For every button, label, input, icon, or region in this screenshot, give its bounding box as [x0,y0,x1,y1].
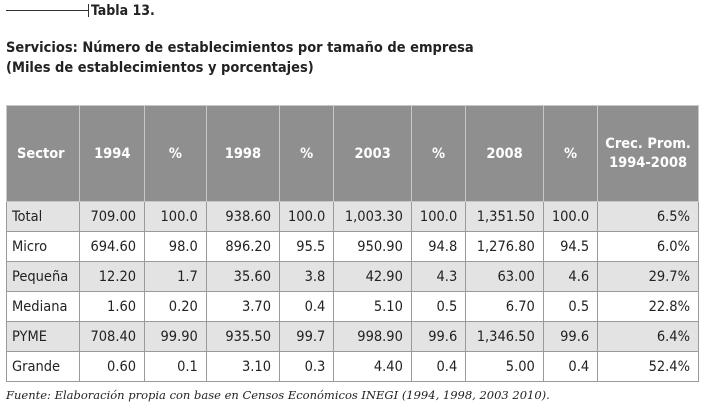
cell-pct-2003: 99.6 [410,321,467,352]
header-crec-line-2: 1994-2008 [609,154,688,171]
cell-crec-prom: 6.5% [597,201,699,232]
cell-crec-prom: 6.0% [597,231,699,262]
header-row: Sector 1994 % 1998 % 2003 % 2008 % Crec.… [5,105,699,202]
table-row: Total 709.00 100.0 938.60 100.0 1,003.30 100.0… [5,201,699,232]
cell-val-2003: 950.90 [333,231,412,262]
cell-val-2008: 1,276.80 [465,231,544,262]
cell-val-1994: 708.40 [79,321,146,352]
title-line-2: (Miles de establecimientos y porcentajes… [6,60,314,76]
cell-sector: Grande [5,351,81,382]
cell-crec-prom: 6.4% [597,321,699,352]
cell-pct-2008: 4.6 [542,261,599,292]
cell-sector: Micro [5,231,81,262]
table-label: Tabla 13. [91,3,155,19]
cell-pct-1998: 100.0 [278,201,335,232]
cell-pct-1994: 0.20 [144,291,207,322]
cell-val-1998: 938.60 [205,201,281,232]
cell-sector: Total [5,201,81,232]
header-1994: 1994 [79,105,146,202]
header-sector: Sector [5,105,81,202]
cell-sector: Mediana [5,291,81,322]
cell-val-1998: 896.20 [205,231,281,262]
cell-pct-1998: 95.5 [278,231,335,262]
cell-sector: Pequeña [5,261,81,292]
cell-pct-2003: 4.3 [410,261,467,292]
table-row: Grande 0.60 0.1 3.10 0.3 4.40 0.4 5.00 0.4 52.4% [5,351,699,382]
cell-val-1998: 3.70 [205,291,281,322]
cell-crec-prom: 22.8% [597,291,699,322]
cell-val-2003: 1,003.30 [333,201,412,232]
header-pct-1998: % [278,105,335,202]
cell-pct-2008: 99.6 [542,321,599,352]
cell-val-2008: 6.70 [465,291,544,322]
cell-pct-1998: 99.7 [278,321,335,352]
cell-val-2008: 1,351.50 [465,201,544,232]
header-pct-2008: % [542,105,599,202]
cell-pct-2003: 94.8 [410,231,467,262]
header-pct-1994: % [144,105,207,202]
cell-pct-1998: 0.3 [278,351,335,382]
cell-pct-2003: 100.0 [410,201,467,232]
cell-val-2008: 63.00 [465,261,544,292]
header-2008: 2008 [465,105,544,202]
cell-val-2003: 42.90 [333,261,412,292]
table-row: Pequeña 12.20 1.7 35.60 3.8 42.90 4.3 63.00 4.6 2… [5,261,699,292]
cell-val-1998: 35.60 [205,261,281,292]
cell-pct-1998: 3.8 [278,261,335,292]
cell-val-1994: 0.60 [79,351,146,382]
data-table: Sector 1994 % 1998 % 2003 % 2008 % Crec.… [5,105,699,382]
table-row: Micro 694.60 98.0 896.20 95.5 950.90 94.8 1,276… [5,231,699,262]
source-text: Elaboración propia con base en Censos Ec… [54,388,550,402]
cell-val-1998: 935.50 [205,321,281,352]
cell-pct-2003: 0.4 [410,351,467,382]
cell-pct-1994: 98.0 [144,231,207,262]
cell-pct-1994: 99.90 [144,321,207,352]
header-crec-line-1: Crec. Prom. [605,135,691,152]
cell-crec-prom: 29.7% [597,261,699,292]
cell-pct-1994: 100.0 [144,201,207,232]
table-title: Servicios: Número de establecimientos po… [6,38,474,78]
cell-pct-1994: 0.1 [144,351,207,382]
header-pct-2003: % [410,105,467,202]
cell-val-1994: 709.00 [79,201,146,232]
header-2003: 2003 [333,105,412,202]
cell-sector: PYME [5,321,81,352]
cell-pct-2008: 100.0 [542,201,599,232]
cell-val-2003: 5.10 [333,291,412,322]
table-row: Mediana 1.60 0.20 3.70 0.4 5.10 0.5 6.70 0.5 22.8… [5,291,699,322]
cell-val-2003: 998.90 [333,321,412,352]
cell-val-1998: 3.10 [205,351,281,382]
header-1998: 1998 [205,105,281,202]
header-crec-prom: Crec. Prom. 1994-2008 [597,105,699,202]
cell-val-2008: 5.00 [465,351,544,382]
source-note: Fuente: Elaboración propia con base en C… [6,388,550,402]
cell-val-1994: 12.20 [79,261,146,292]
label-rule-tick [88,4,89,17]
cell-val-1994: 694.60 [79,231,146,262]
table-body: Total 709.00 100.0 938.60 100.0 1,003.30 100.0… [5,201,699,382]
cell-pct-2003: 0.5 [410,291,467,322]
cell-pct-1998: 0.4 [278,291,335,322]
title-line-1: Servicios: Número de establecimientos po… [6,40,474,56]
cell-pct-2008: 94.5 [542,231,599,262]
table-row: PYME 708.40 99.90 935.50 99.7 998.90 99.6 1,346… [5,321,699,352]
source-label: Fuente: [6,388,51,402]
cell-val-2003: 4.40 [333,351,412,382]
cell-pct-2008: 0.5 [542,291,599,322]
cell-val-1994: 1.60 [79,291,146,322]
cell-pct-2008: 0.4 [542,351,599,382]
cell-pct-1994: 1.7 [144,261,207,292]
label-rule [6,10,88,11]
cell-crec-prom: 52.4% [597,351,699,382]
cell-val-2008: 1,346.50 [465,321,544,352]
